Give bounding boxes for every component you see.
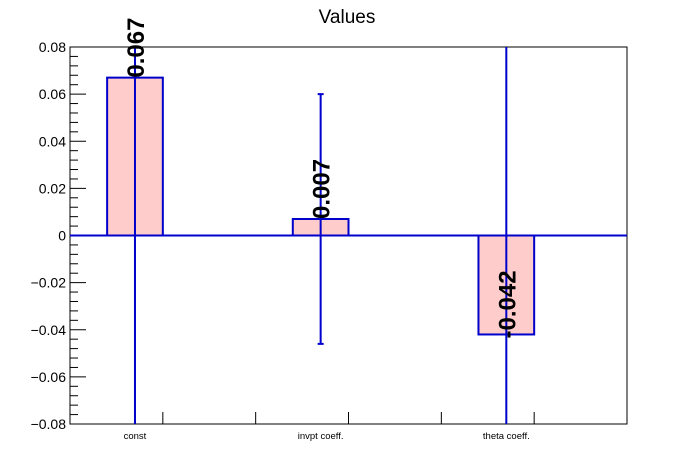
bar-value-label: -0.042 <box>494 270 521 338</box>
x-category-label: theta coeff. <box>483 431 530 442</box>
y-tick-label: −0.04 <box>31 322 67 338</box>
y-tick-label: −0.02 <box>31 275 67 291</box>
x-category-label: invpt coeff. <box>298 431 344 442</box>
bars <box>70 47 627 424</box>
y-tick-label: 0.08 <box>39 39 66 55</box>
y-tick-label: 0 <box>58 228 66 244</box>
y-tick-label: 0.04 <box>39 133 66 149</box>
bar-value-label: 0.067 <box>123 18 150 78</box>
chart-title: Values <box>319 7 376 28</box>
x-category-label: const <box>124 431 147 442</box>
bar-value-label: 0.007 <box>309 159 336 219</box>
y-tick-label: 0.02 <box>39 180 66 196</box>
axes: 0.08 0.06 0.04 0.02 0 −0.02 −0.04 −0.06 −0.08 <box>31 39 628 432</box>
y-tick-label: −0.06 <box>31 369 67 385</box>
data-labels: const invpt coeff. theta coeff. 0.067 0.007 -… <box>123 18 530 442</box>
y-tick-label: 0.06 <box>39 86 66 102</box>
y-tick-label: −0.08 <box>31 416 67 432</box>
